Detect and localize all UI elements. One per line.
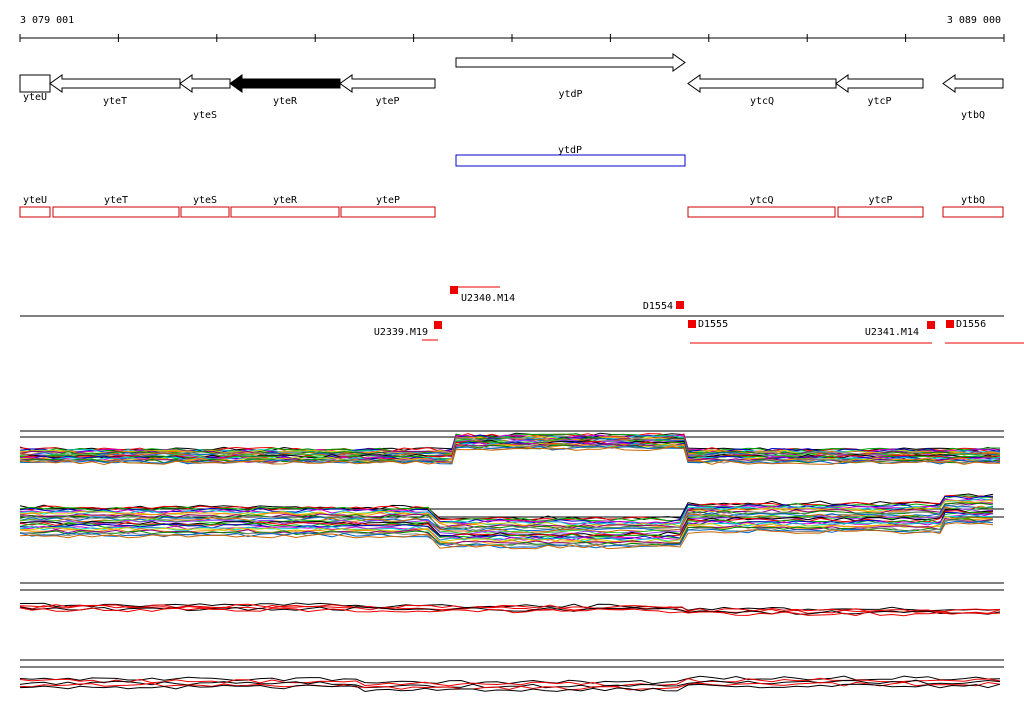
transcript-label: yteU [23,195,47,206]
expression-line [19,441,1001,460]
transcript-box [687,206,836,218]
transcript-label: yteR [273,195,298,206]
expression-line [19,520,994,549]
gene-label: yteT [103,96,127,107]
expression-line [19,497,994,526]
transcript-label: ytbQ [961,195,985,206]
gene-arrow [942,74,1004,93]
gene-label: ytcP [867,96,891,107]
expression-line [19,437,1001,457]
gene-label: yteR [273,96,298,107]
expression-line [19,677,1001,687]
expression-line [19,493,994,521]
site-label: U2339.M19 [374,327,428,338]
site-label: D1556 [956,319,986,330]
gene-arrow [455,53,686,72]
expression-line [19,517,994,545]
transcript-box [180,206,230,218]
site-marker [434,321,442,329]
gene-label: ytdP [558,89,582,100]
site-marker [946,320,954,328]
expression-line [19,446,1001,466]
transcript-box [942,206,1004,218]
gene-arrow [835,74,924,93]
transcript-box [19,206,51,218]
transcript-box [340,206,436,218]
expression-line [19,508,994,536]
transcript-box [52,206,180,218]
gene-arrow [229,74,341,93]
protein-label: ytdP [558,145,582,156]
transcript-label: ytcP [868,195,892,206]
gene-label: ytbQ [961,110,985,121]
ruler-end: 3 089 000 [947,15,1001,26]
expression-line [19,502,994,529]
expression-line [19,603,1001,613]
site-marker [450,286,458,294]
site-label: U2340.M14 [461,293,515,304]
gene-label: yteU [23,92,47,103]
ruler-start: 3 079 001 [20,15,74,26]
expression-line [19,504,994,533]
transcript-box [837,206,924,218]
transcript-label: yteS [193,195,217,206]
expression-line [19,681,1001,691]
site-marker [927,321,935,329]
site-marker [688,320,696,328]
expression-line [19,522,994,550]
transcript-box [230,206,340,218]
transcript-label: ytcQ [749,195,773,206]
expression-line [19,445,1001,465]
gene-label: yteP [375,96,399,107]
site-label: U2341.M14 [865,327,919,338]
gene-arrow [49,74,181,93]
expression-line [19,442,1001,462]
gene-label: ytcQ [750,96,774,107]
expression-line [19,683,1001,693]
site-label: D1555 [698,319,728,330]
transcript-label: yteT [104,195,128,206]
gene-label: yteS [193,110,217,121]
expression-line [19,607,1001,617]
gene-arrow [339,74,436,93]
expression-line [19,510,994,538]
expression-line [19,495,994,523]
protein-box [455,154,686,167]
gene-arrow [179,74,231,93]
gene-arrow [19,74,51,93]
site-marker [676,301,684,309]
expression-line [19,679,1001,689]
site-label: D1554 [643,301,673,312]
transcript-label: yteP [376,195,400,206]
expression-line [19,505,994,533]
gene-arrow [687,74,837,93]
